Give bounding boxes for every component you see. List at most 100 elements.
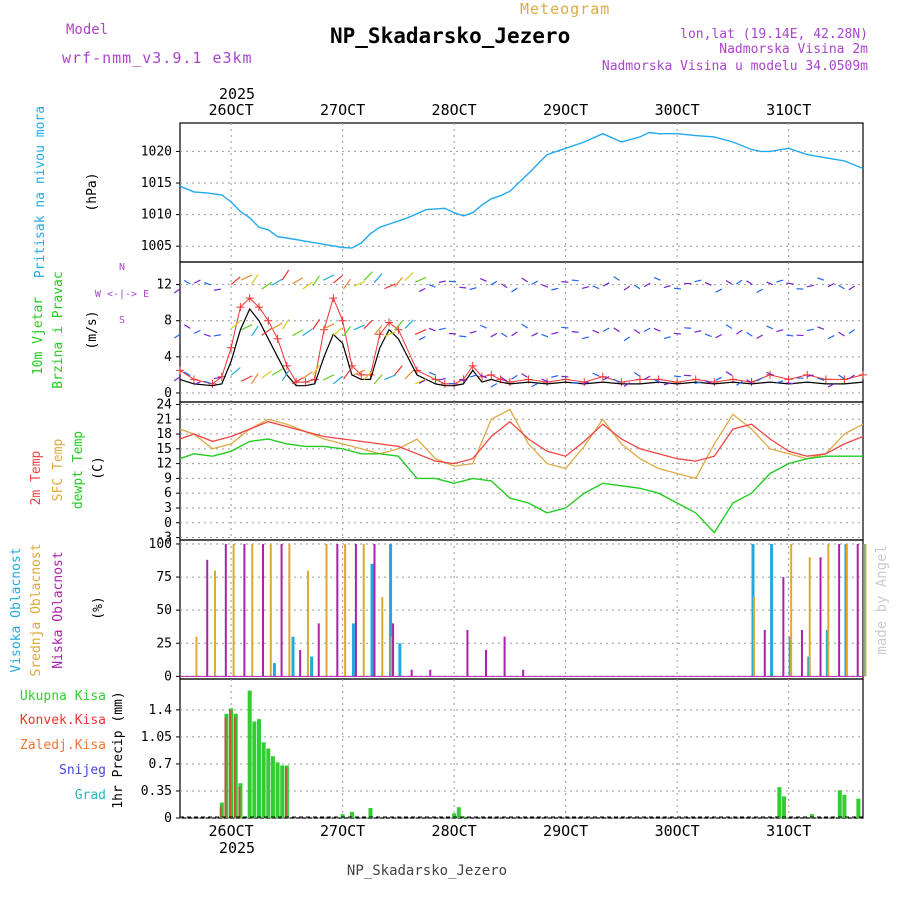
wind-barb-132: [838, 332, 844, 336]
wind-barb-5: [231, 277, 240, 285]
wind-barb-55: [736, 280, 742, 284]
pressure-ytick-label-3: 1020: [141, 144, 172, 159]
wind-barb-65: [838, 285, 844, 289]
cloud-2-bar-1: [225, 544, 227, 676]
wind-barb-40: [582, 287, 589, 289]
cloud-2-bar-11: [411, 670, 413, 677]
wind-barb-146: [303, 372, 313, 379]
precip-0-bar-8: [257, 719, 261, 818]
pressure-ytick-label-1: 1010: [141, 208, 172, 223]
wind-barb-69: [194, 330, 200, 333]
cloud-2-bar-10: [392, 623, 394, 676]
wind-barb-148: [323, 375, 334, 380]
precip-0-bar-37: [838, 790, 842, 818]
wind-gust-marker-48: [803, 371, 811, 379]
time-tick-top-1: 27OCT: [320, 101, 365, 119]
precip-ytick-label-2: 0.7: [149, 757, 172, 772]
wind-barb-171: [551, 376, 558, 378]
cloud-1-bar-4: [270, 544, 272, 676]
cloud-0-bar-29: [770, 544, 773, 676]
wind-gust-marker-47: [785, 375, 793, 383]
cloud-2-bar-6: [318, 623, 320, 676]
wind-barb-153: [374, 375, 382, 384]
cloud-2-bar-34: [838, 544, 840, 676]
wind-barb-175: [593, 373, 599, 376]
wind-gust-marker-9: [274, 335, 282, 343]
cloud-1-bar-10: [381, 597, 383, 676]
pressure-unit: (hPa): [85, 172, 100, 211]
precip-legend-snow: Snijeg: [59, 763, 106, 778]
wind-compass-n: N: [119, 262, 125, 273]
wind-gust-marker-41: [673, 378, 681, 386]
wind-barb-101: [522, 324, 528, 328]
temp-label-2: SFC Temp: [51, 439, 66, 502]
wind-barb-78: [292, 330, 302, 336]
temperature-ytick-label-2: 3: [164, 501, 172, 516]
wind-barb-163: [470, 375, 477, 377]
wind-barb-98: [491, 333, 497, 336]
wind-barb-34: [522, 278, 528, 282]
cloud-ytick-label-1: 25: [156, 636, 172, 651]
model-label: Model: [66, 22, 108, 38]
wind-gust-marker-39: [636, 375, 644, 383]
wind-barb-140: [241, 376, 252, 381]
wind-gust-marker-1: [190, 375, 198, 383]
precip-1-bar-5: [285, 768, 287, 818]
cloud-2-bar-0: [206, 560, 208, 676]
wind-barb-110: [614, 328, 620, 332]
cloud-2-bar-12: [429, 670, 431, 677]
precip-0-bar-10: [266, 749, 270, 819]
cloud-2-bar-3: [262, 544, 264, 676]
precip-0-bar-29: [777, 787, 781, 818]
wind-barb-133: [849, 330, 855, 334]
precip-0-bar-27: [457, 807, 461, 818]
wind-barb-38: [561, 282, 568, 283]
cloud-1-bar-2: [233, 544, 235, 676]
cloud-1-bar-7: [326, 544, 328, 676]
wind-barb-104: [551, 332, 558, 334]
wind-barb-30: [480, 279, 486, 282]
wind-barb-127: [786, 335, 793, 336]
precip-legend-hail: Grad: [75, 788, 106, 803]
temperature-ytick-label-5: 12: [156, 457, 172, 472]
precip-ytick-label-1: 0.35: [141, 784, 172, 799]
wind-barb-8: [262, 282, 272, 289]
credit-text: made by Angel: [874, 545, 890, 655]
cloud-1-bar-6: [307, 570, 309, 676]
time-tick-top-4: 30OCT: [655, 101, 700, 119]
wind-barb-109: [603, 328, 609, 331]
wind-barb-130: [817, 327, 824, 329]
wind-barb-115: [664, 337, 671, 339]
wind-barb-168: [522, 374, 528, 378]
wind-barb-183: [674, 376, 681, 377]
cloud-ytick-label-0: 0: [164, 669, 172, 684]
wind-label-1: 10m Vjetar: [31, 297, 46, 375]
wind-barb-156: [405, 370, 413, 379]
wind-barb-17: [354, 281, 365, 286]
cloud-0-bar-4: [310, 656, 313, 676]
wind-barb-74: [252, 326, 259, 336]
wind-barb-107: [582, 337, 589, 339]
wind-barb-188: [726, 372, 732, 376]
station-title: NP_Skadarsko_Jezero: [330, 24, 570, 48]
pressure-line: [180, 133, 863, 249]
cloud-2-bar-16: [504, 637, 506, 677]
cloud-label-1: Visoka Oblacnost: [9, 547, 24, 672]
time-tick-bottom-4: 30OCT: [655, 822, 700, 840]
cloud-0-bar-9: [398, 643, 401, 676]
cloud-1-bar-3: [251, 544, 253, 676]
wind-barb-116: [674, 333, 681, 334]
precip-0-bar-39: [856, 799, 860, 818]
wind-barb-143: [272, 369, 282, 375]
wind-gust-marker-34: [543, 378, 551, 386]
wind-barb-45: [634, 285, 640, 289]
wind-barb-113: [644, 328, 650, 331]
precip-0-bar-11: [271, 756, 275, 818]
wind-barb-159: [429, 372, 436, 374]
precip-0-bar-38: [842, 795, 846, 818]
wind-barb-26: [439, 281, 446, 283]
cloud-1-bar-1: [214, 570, 216, 676]
wind-barb-49: [674, 288, 681, 289]
precip-0-bar-7: [252, 721, 256, 818]
